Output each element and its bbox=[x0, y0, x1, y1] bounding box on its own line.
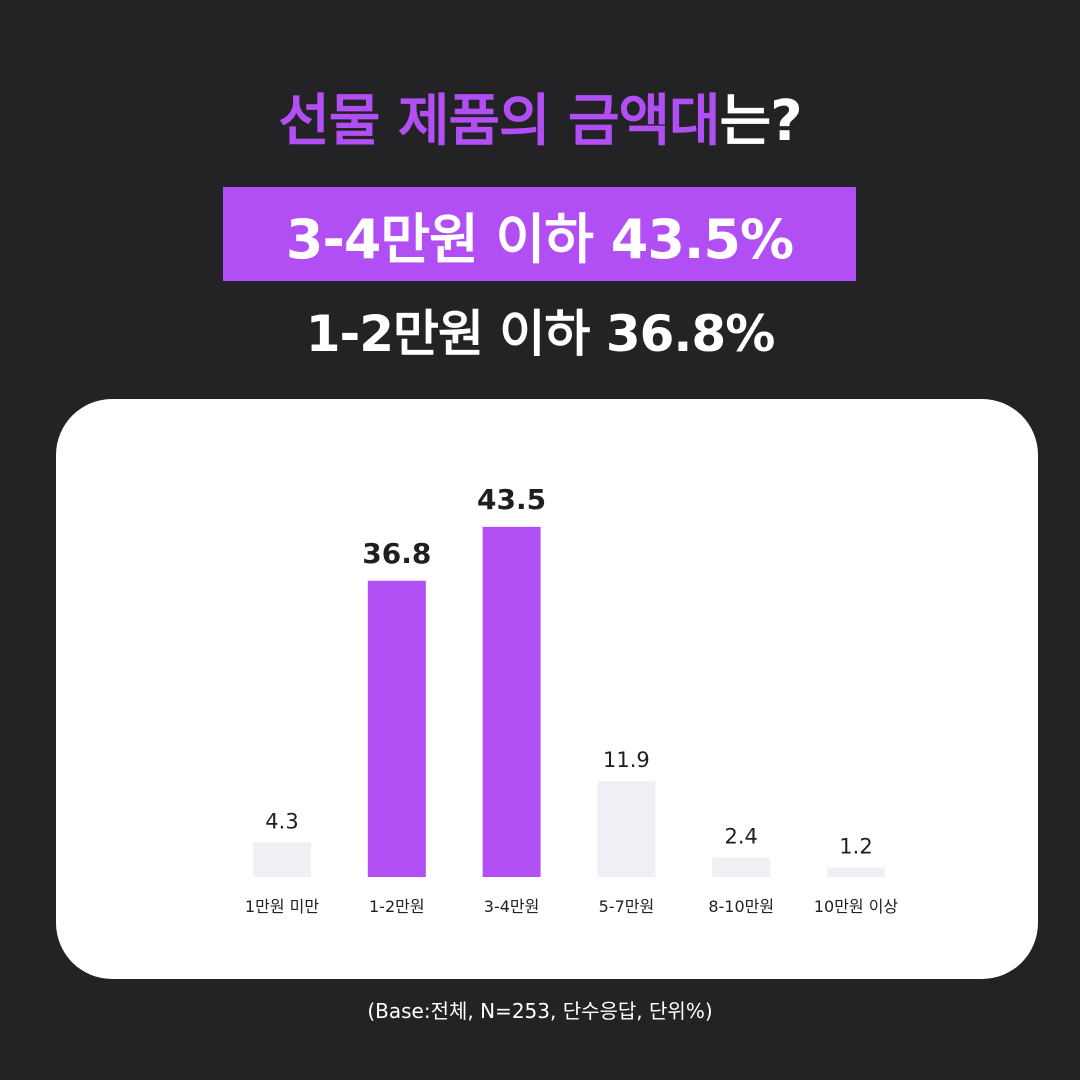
value-label-3: 11.9 bbox=[603, 748, 650, 772]
bar-1 bbox=[367, 580, 426, 877]
value-label-1: 36.8 bbox=[362, 537, 431, 570]
category-label-4: 8-10만원 bbox=[708, 897, 774, 916]
bar-5 bbox=[827, 867, 885, 877]
category-label-5: 10만원 이상 bbox=[814, 897, 899, 916]
category-label-2: 3-4만원 bbox=[484, 897, 540, 916]
hero-text: 3-4만원 이하 43.5% bbox=[285, 207, 794, 271]
headline: 선물 제품의 금액대는? bbox=[0, 82, 1080, 162]
bar-2 bbox=[482, 526, 541, 877]
bar-chart: 4.3 1만원 미만 36.8 1-2만원 43.5 3-4만원 11.9 5-7만원 2.4 8… bbox=[245, 483, 899, 916]
chart-card: 4.3 1만원 미만 36.8 1-2만원 43.5 3-4만원 11.9 5-7만원 2.4 8… bbox=[56, 399, 1038, 979]
bar-3 bbox=[597, 781, 656, 877]
value-label-2: 43.5 bbox=[477, 483, 546, 516]
footnote: (Base:전체, N=253, 단수응답, 단위%) bbox=[367, 999, 713, 1023]
category-label-0: 1만원 미만 bbox=[245, 897, 319, 916]
bar-0 bbox=[253, 842, 311, 877]
headline-highlight: 선물 제품의 금액대 bbox=[278, 89, 720, 154]
value-label-4: 2.4 bbox=[724, 825, 757, 849]
category-label-1: 1-2만원 bbox=[369, 897, 425, 916]
subhero-text: 1-2만원 이하 36.8% bbox=[305, 305, 776, 363]
value-label-5: 1.2 bbox=[839, 834, 872, 858]
headline-rest: 는? bbox=[719, 89, 803, 154]
bar-4 bbox=[712, 857, 771, 877]
hero-banner: 3-4만원 이하 43.5% bbox=[223, 187, 856, 281]
value-label-0: 4.3 bbox=[265, 809, 298, 833]
category-label-3: 5-7만원 bbox=[599, 897, 655, 916]
